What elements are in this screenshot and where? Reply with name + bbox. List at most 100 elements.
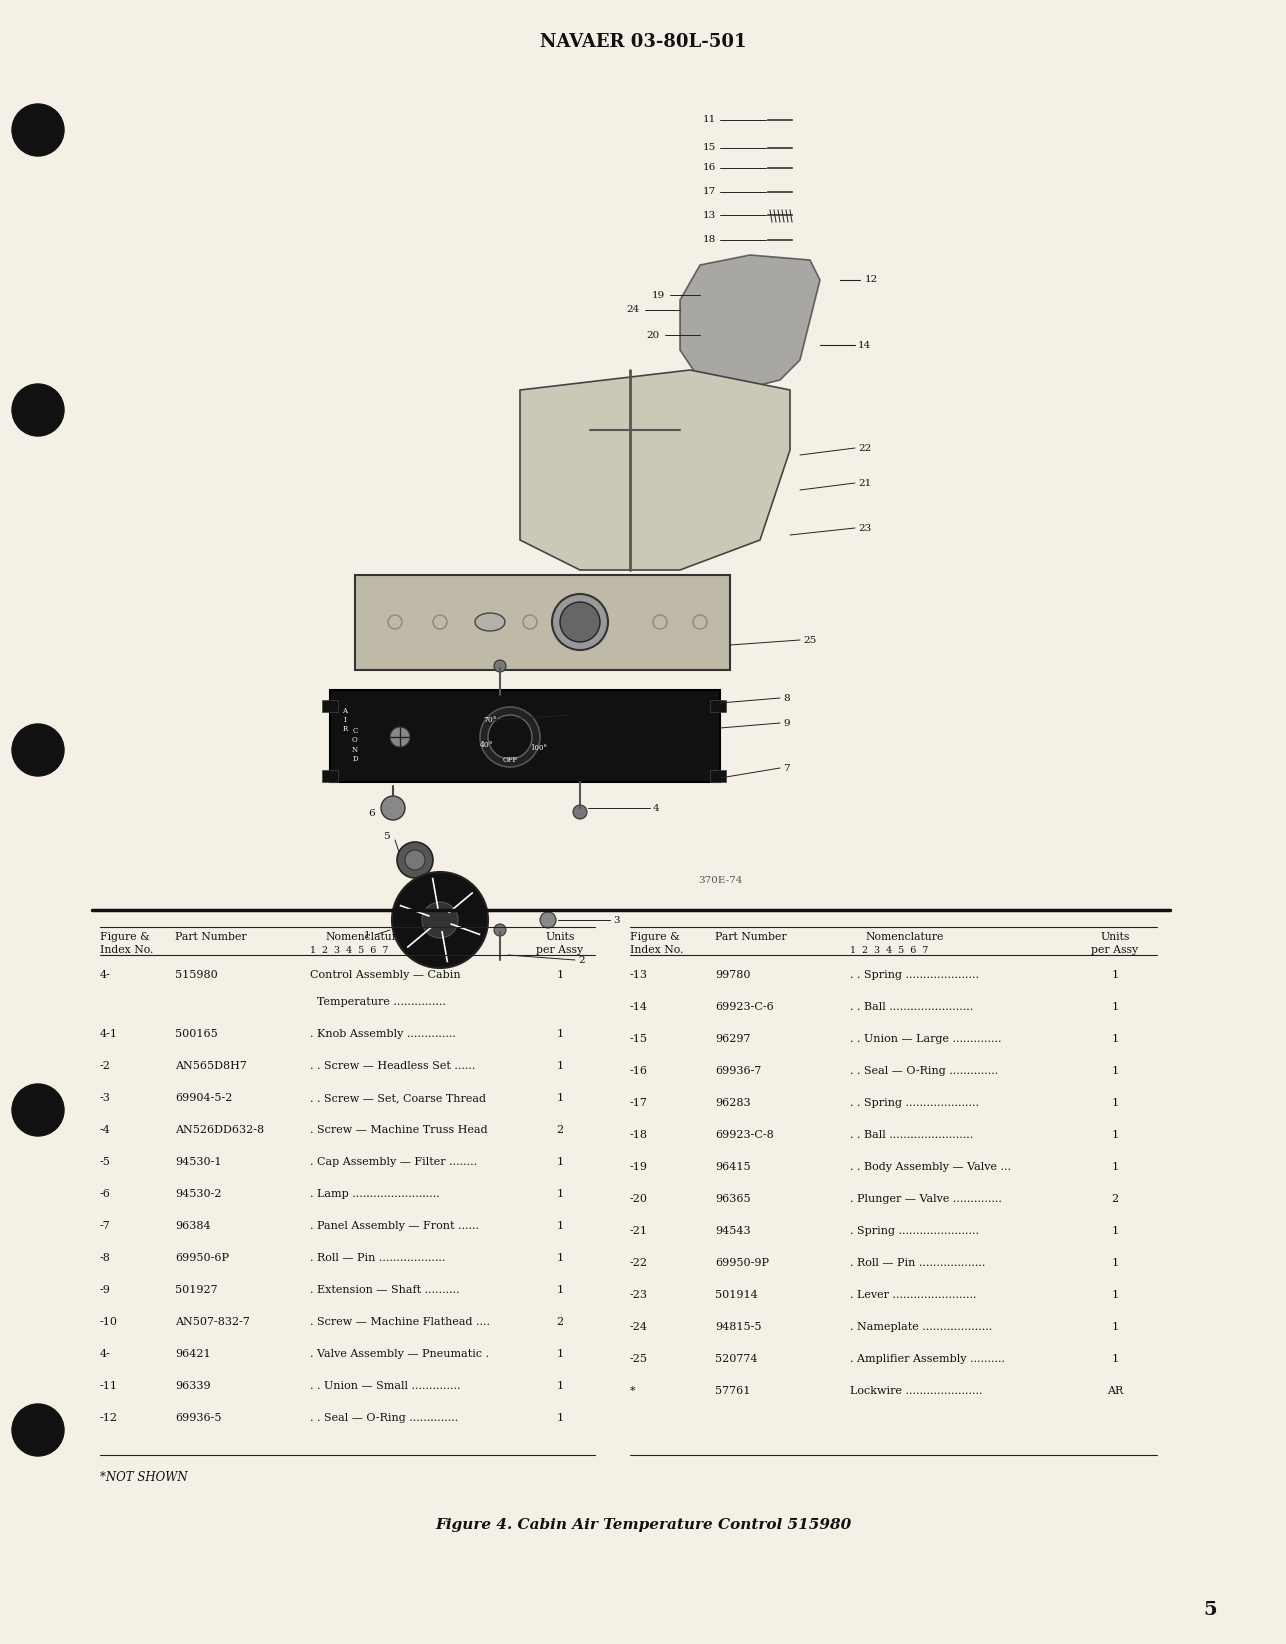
Text: 40°: 40° (480, 741, 494, 750)
Text: Units: Units (1101, 932, 1129, 942)
Text: 23: 23 (858, 523, 871, 533)
Text: -2: -2 (100, 1060, 111, 1070)
Text: . . Union — Small ..............: . . Union — Small .............. (310, 1381, 460, 1391)
Text: 57761: 57761 (715, 1386, 750, 1396)
Circle shape (12, 104, 64, 156)
Text: 94530-2: 94530-2 (175, 1189, 221, 1198)
Text: 5: 5 (383, 832, 390, 840)
Circle shape (540, 912, 556, 927)
Text: 96365: 96365 (715, 1194, 751, 1203)
Text: -25: -25 (630, 1355, 648, 1365)
Text: *NOT SHOWN: *NOT SHOWN (100, 1470, 188, 1483)
Text: 96283: 96283 (715, 1098, 751, 1108)
Text: AN526DD632-8: AN526DD632-8 (175, 1124, 264, 1134)
Text: . Screw — Machine Flathead ....: . Screw — Machine Flathead .... (310, 1317, 490, 1327)
Text: 70°: 70° (484, 717, 496, 723)
Text: 69936-5: 69936-5 (175, 1412, 221, 1424)
Text: 4: 4 (653, 804, 660, 812)
Text: . Extension — Shaft ..........: . Extension — Shaft .......... (310, 1286, 459, 1295)
Text: . . Ball ........................: . . Ball ........................ (850, 1129, 974, 1139)
Text: -13: -13 (630, 970, 648, 980)
Text: 1: 1 (557, 970, 563, 980)
Text: 1: 1 (1111, 1291, 1119, 1300)
Text: . . Ball ........................: . . Ball ........................ (850, 1001, 974, 1013)
Text: -19: -19 (630, 1162, 648, 1172)
Text: 500165: 500165 (175, 1029, 217, 1039)
Text: 69904-5-2: 69904-5-2 (175, 1093, 233, 1103)
Circle shape (381, 796, 405, 820)
Circle shape (397, 842, 433, 878)
Text: Lockwire ......................: Lockwire ...................... (850, 1386, 983, 1396)
Text: 2: 2 (577, 955, 585, 965)
Text: 2: 2 (557, 1124, 563, 1134)
Circle shape (12, 385, 64, 436)
Text: -8: -8 (100, 1253, 111, 1263)
Circle shape (480, 707, 540, 768)
Text: Index No.: Index No. (630, 945, 683, 955)
Text: 17: 17 (702, 187, 716, 197)
Text: 14: 14 (858, 340, 871, 350)
Text: 1: 1 (557, 1189, 563, 1198)
Text: 1: 1 (1111, 1034, 1119, 1044)
Text: -5: -5 (100, 1157, 111, 1167)
Text: . Roll — Pin ...................: . Roll — Pin ................... (310, 1253, 445, 1263)
Text: 501927: 501927 (175, 1286, 217, 1295)
Bar (710, 700, 727, 712)
Text: 7: 7 (783, 763, 790, 773)
Text: . . Screw — Headless Set ......: . . Screw — Headless Set ...... (310, 1060, 476, 1070)
Text: 1: 1 (557, 1381, 563, 1391)
Text: Nomenclature: Nomenclature (325, 932, 404, 942)
Text: 15: 15 (702, 143, 716, 153)
Text: 100°: 100° (530, 745, 547, 751)
Text: 1: 1 (1111, 970, 1119, 980)
Text: 1: 1 (557, 1221, 563, 1231)
Text: 1: 1 (1111, 1098, 1119, 1108)
Text: 1: 1 (557, 1286, 563, 1295)
Text: 2: 2 (557, 1317, 563, 1327)
Text: -11: -11 (100, 1381, 118, 1391)
Text: 1: 1 (364, 931, 370, 939)
Text: OFF: OFF (503, 756, 518, 764)
Bar (322, 769, 338, 783)
Text: . Lamp .........................: . Lamp ......................... (310, 1189, 440, 1198)
Text: -3: -3 (100, 1093, 111, 1103)
Text: . . Spring .....................: . . Spring ..................... (850, 970, 979, 980)
Text: 16: 16 (702, 163, 716, 173)
Ellipse shape (475, 613, 505, 631)
Text: 1: 1 (557, 1157, 563, 1167)
Text: . Valve Assembly — Pneumatic .: . Valve Assembly — Pneumatic . (310, 1350, 489, 1360)
Text: AN507-832-7: AN507-832-7 (175, 1317, 249, 1327)
Text: -24: -24 (630, 1322, 648, 1332)
Circle shape (552, 593, 608, 649)
Text: . Nameplate ....................: . Nameplate .................... (850, 1322, 993, 1332)
Circle shape (12, 723, 64, 776)
Text: AN565D8H7: AN565D8H7 (175, 1060, 247, 1070)
Text: -4: -4 (100, 1124, 111, 1134)
Circle shape (422, 903, 458, 939)
Text: 1: 1 (1111, 1001, 1119, 1013)
Polygon shape (520, 370, 790, 570)
Text: 9: 9 (783, 718, 790, 728)
Text: 22: 22 (858, 444, 871, 452)
Text: 1: 1 (557, 1412, 563, 1424)
Text: 1: 1 (1111, 1129, 1119, 1139)
Text: per Assy: per Assy (1092, 945, 1138, 955)
Text: 12: 12 (865, 276, 878, 284)
Text: 520774: 520774 (715, 1355, 757, 1365)
Text: -17: -17 (630, 1098, 648, 1108)
Text: Temperature ...............: Temperature ............... (310, 996, 446, 1008)
Text: 10: 10 (574, 710, 586, 720)
Text: 1: 1 (1111, 1065, 1119, 1077)
Text: 1: 1 (557, 1029, 563, 1039)
Text: 1  2  3  4  5  6  7: 1 2 3 4 5 6 7 (850, 945, 928, 955)
Text: . . Screw — Set, Coarse Thread: . . Screw — Set, Coarse Thread (310, 1093, 486, 1103)
Text: 1: 1 (1111, 1258, 1119, 1268)
Text: 94543: 94543 (715, 1226, 751, 1236)
Text: 96297: 96297 (715, 1034, 751, 1044)
Circle shape (494, 924, 505, 935)
Text: 21: 21 (858, 478, 871, 488)
Text: -21: -21 (630, 1226, 648, 1236)
Text: 4-1: 4-1 (100, 1029, 118, 1039)
Text: -15: -15 (630, 1034, 648, 1044)
Text: 69923-C-6: 69923-C-6 (715, 1001, 774, 1013)
